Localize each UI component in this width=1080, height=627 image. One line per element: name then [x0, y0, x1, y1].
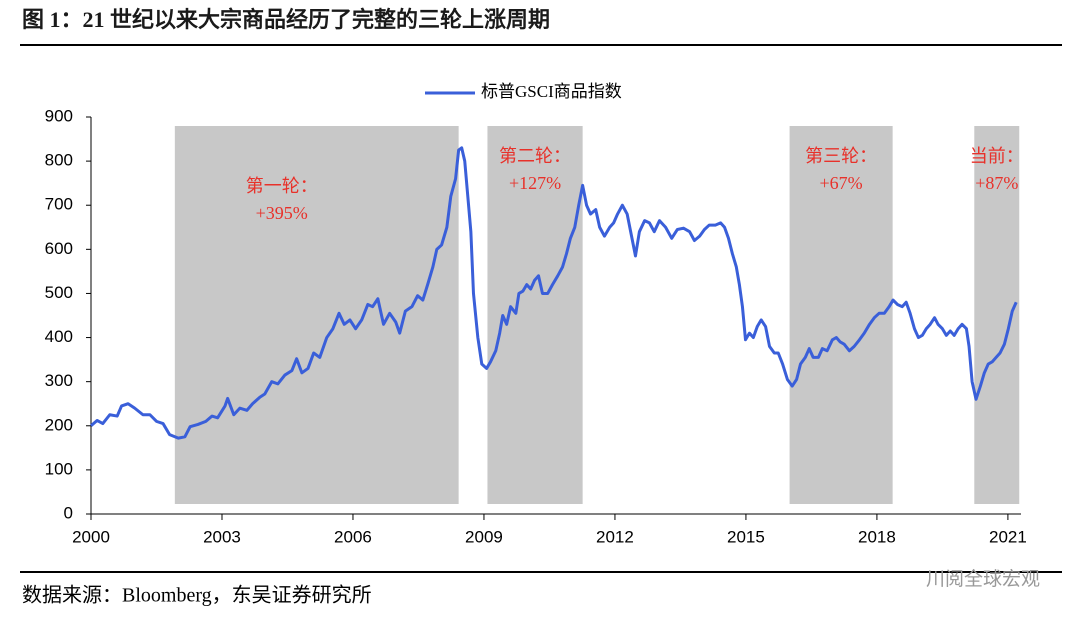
source: 数据来源：Bloomberg，东吴证券研究所: [22, 584, 372, 607]
legend-label: 标普GSCI商品指数: [481, 82, 622, 101]
plot: 第一轮： +395% 第二轮： +127% 第三轮： +67% 当前： +87% 0 100 200…: [45, 82, 1027, 547]
y-tick-label: 900: [45, 106, 73, 125]
title: 图 1：21 世纪以来大宗商品经历了完整的三轮上涨周期: [22, 7, 550, 32]
period-change: +127%: [509, 173, 561, 193]
period-shade: [174, 126, 459, 504]
period-label: 第三轮：: [805, 146, 877, 166]
period-label: 第二轮：: [499, 146, 571, 166]
x-tick-label: 2012: [596, 527, 634, 546]
y-tick-label: 0: [64, 503, 73, 522]
y-tick-label: 400: [45, 327, 73, 346]
y-tick-label: 600: [45, 239, 73, 258]
period-change: +67%: [820, 173, 863, 193]
x-tick-label: 2006: [334, 527, 372, 546]
x-tick-label: 2003: [203, 527, 241, 546]
period-label: 第一轮：: [246, 176, 318, 196]
y-tick-label: 100: [45, 459, 73, 478]
x-tick-label: 2018: [858, 527, 896, 546]
y-tick-label: 700: [45, 195, 73, 214]
x-tick-label: 2021: [989, 527, 1027, 546]
x-tick-label: 2015: [727, 527, 765, 546]
watermark: 川阅全球宏观: [926, 568, 1040, 590]
y-tick-label: 800: [45, 151, 73, 170]
period-change: +87%: [975, 173, 1018, 193]
x-tick-label: 2000: [72, 527, 110, 546]
y-tick-label: 200: [45, 415, 73, 434]
y-tick-label: 500: [45, 283, 73, 302]
period-change: +395%: [256, 203, 308, 223]
x-tick-label: 2009: [465, 527, 503, 546]
y-tick-label: 300: [45, 371, 73, 390]
period-label: 当前：: [970, 146, 1024, 166]
series-line: [90, 146, 1018, 440]
